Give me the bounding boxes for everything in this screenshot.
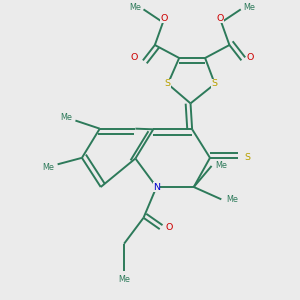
Text: Me: Me	[227, 195, 239, 204]
Text: Me: Me	[60, 113, 72, 122]
Text: O: O	[131, 53, 138, 62]
Text: Me: Me	[42, 163, 54, 172]
Text: S: S	[165, 80, 171, 88]
Text: N: N	[153, 182, 160, 191]
Text: S: S	[212, 80, 218, 88]
Text: Me: Me	[215, 161, 227, 170]
Text: O: O	[165, 223, 172, 232]
Text: Me: Me	[130, 3, 141, 12]
Text: Me: Me	[118, 275, 130, 284]
Text: Me: Me	[243, 3, 255, 12]
Text: O: O	[161, 14, 168, 23]
Text: O: O	[246, 53, 254, 62]
Text: S: S	[244, 153, 250, 162]
Text: O: O	[216, 14, 224, 23]
